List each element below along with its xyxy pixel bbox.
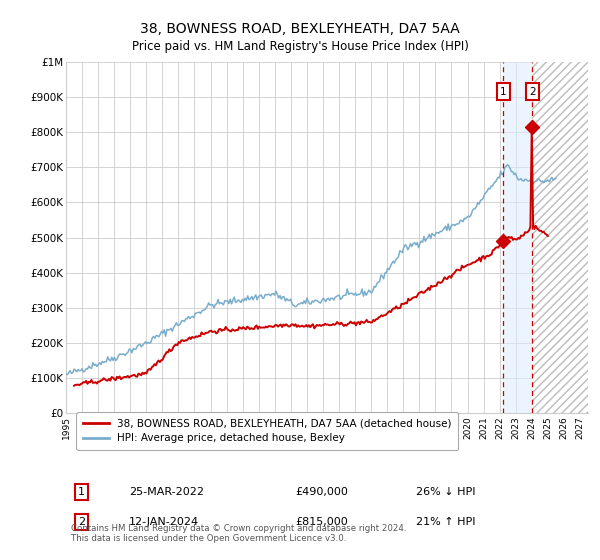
Text: 26% ↓ HPI: 26% ↓ HPI [416, 487, 475, 497]
Text: 38, BOWNESS ROAD, BEXLEYHEATH, DA7 5AA: 38, BOWNESS ROAD, BEXLEYHEATH, DA7 5AA [140, 22, 460, 36]
Text: 2: 2 [78, 517, 85, 527]
Text: 1: 1 [500, 86, 506, 96]
Text: 1: 1 [78, 487, 85, 497]
Text: Price paid vs. HM Land Registry's House Price Index (HPI): Price paid vs. HM Land Registry's House … [131, 40, 469, 53]
Bar [503, 62, 532, 413]
Text: £815,000: £815,000 [296, 517, 349, 527]
Text: 12-JAN-2024: 12-JAN-2024 [128, 517, 199, 527]
Text: £490,000: £490,000 [296, 487, 349, 497]
Text: 21% ↑ HPI: 21% ↑ HPI [416, 517, 475, 527]
Bar [532, 62, 588, 413]
Text: 25-MAR-2022: 25-MAR-2022 [128, 487, 203, 497]
Legend: 38, BOWNESS ROAD, BEXLEYHEATH, DA7 5AA (detached house), HPI: Average price, det: 38, BOWNESS ROAD, BEXLEYHEATH, DA7 5AA (… [76, 412, 458, 450]
Text: Contains HM Land Registry data © Crown copyright and database right 2024.
This d: Contains HM Land Registry data © Crown c… [71, 524, 407, 543]
Text: 2: 2 [529, 86, 536, 96]
